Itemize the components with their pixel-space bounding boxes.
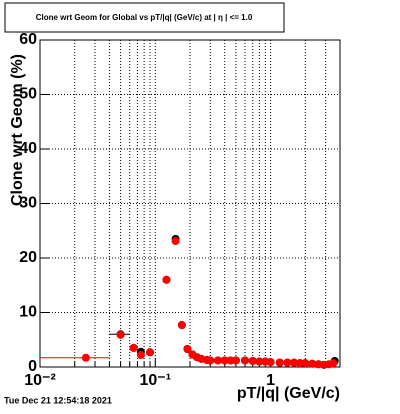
y-tick-label: 0 — [28, 358, 37, 375]
marker — [162, 275, 171, 284]
y-tick-label: 30 — [19, 195, 37, 212]
y-axis-label: Clone wrt Geom (%) — [9, 54, 26, 206]
y-tick-label: 20 — [19, 249, 37, 266]
marker — [177, 321, 186, 330]
plot-frame — [39, 39, 341, 368]
chart-title: Clone wrt Geom for Global vs pT/|q| (GeV… — [36, 13, 253, 22]
marker — [129, 343, 138, 352]
marker — [275, 358, 284, 367]
marker — [248, 357, 257, 366]
marker — [116, 330, 125, 339]
y-tick-label: 40 — [19, 140, 37, 157]
marker — [255, 357, 264, 366]
x-tick-label: 10⁻² — [24, 372, 56, 389]
marker — [290, 358, 299, 367]
marker — [231, 356, 240, 365]
y-tick-label: 60 — [19, 31, 37, 48]
plot-area: 0 10 20 30 40 50 60 10⁻² 10⁻¹ 1 — [19, 31, 341, 389]
marker — [301, 359, 310, 368]
marker — [136, 351, 145, 360]
marker — [220, 356, 229, 365]
x-tick-label: 10⁻¹ — [140, 372, 172, 389]
y-tick-label: 10 — [19, 304, 37, 321]
marker — [171, 237, 180, 246]
marker — [266, 358, 275, 367]
marker — [183, 345, 192, 354]
marker — [81, 353, 90, 362]
timestamp: Tue Dec 21 12:54:18 2021 — [4, 395, 112, 405]
marker — [308, 359, 317, 368]
marker — [283, 358, 292, 367]
y-tick-label: 50 — [19, 86, 37, 103]
marker — [329, 359, 338, 368]
marker — [206, 356, 215, 365]
marker — [214, 356, 223, 365]
title-box — [4, 2, 285, 33]
marker — [241, 356, 250, 365]
x-tick-label: 1 — [266, 372, 275, 389]
x-axis-label: pT/|q| (GeV/c) — [237, 385, 340, 402]
marker — [146, 348, 155, 357]
